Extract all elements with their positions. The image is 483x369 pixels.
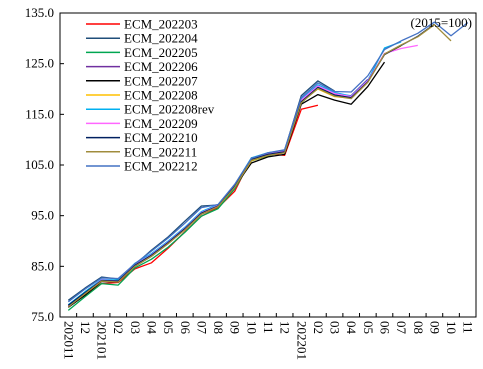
y-tick-label: 125.0 xyxy=(25,56,54,71)
legend-label: ECM_202212 xyxy=(124,159,198,174)
y-tick-label: 105.0 xyxy=(25,157,54,172)
x-tick-label: 08 xyxy=(211,321,226,334)
x-tick-label: 06 xyxy=(377,321,392,335)
legend-label: ECM_202204 xyxy=(124,31,198,46)
x-tick-label: 02 xyxy=(111,321,126,334)
legend-label: ECM_202211 xyxy=(124,144,197,159)
series-line-ecm-202208 xyxy=(67,45,402,307)
x-tick-label: 12 xyxy=(278,321,293,334)
y-axis: 75.0 85.0 95.0 105.0 115.0 125.0 135.0 xyxy=(25,5,64,324)
x-tick-label: 07 xyxy=(394,321,409,335)
x-tick-label: 03 xyxy=(328,321,343,334)
x-tick-label: 10 xyxy=(244,321,259,334)
series-line-ecm-202205 xyxy=(67,85,352,311)
series-line-ecm-202207 xyxy=(67,61,386,308)
x-axis: 202011 12 202101 02 03 04 05 06 07 08 09 10 11 12 2022… xyxy=(59,313,477,360)
base-year-annotation: (2015=100) xyxy=(411,15,473,30)
x-tick-label: 04 xyxy=(145,321,160,335)
x-tick-label: 11 xyxy=(261,321,276,334)
legend-label: ECM_202205 xyxy=(124,45,198,60)
legend-label: ECM_202208rev xyxy=(124,102,215,117)
y-tick-label: 135.0 xyxy=(25,5,54,20)
plot-frame xyxy=(59,12,477,318)
legend-label: ECM_202208 xyxy=(124,88,198,103)
x-tick-label: 08 xyxy=(411,321,426,334)
x-tick-label: 10 xyxy=(444,321,459,334)
x-tick-label: 06 xyxy=(178,321,193,335)
series-line-ecm-202206 xyxy=(67,78,369,308)
legend-label: ECM_202207 xyxy=(124,73,198,88)
x-tick-label: 09 xyxy=(427,321,442,334)
x-tick-label: 03 xyxy=(128,321,143,334)
x-tick-label: 202101 xyxy=(95,321,110,360)
x-tick-label: 12 xyxy=(78,321,93,334)
series-line-ecm-202211 xyxy=(67,24,452,308)
series-line-ecm-202212 xyxy=(67,21,469,303)
y-tick-label: 115.0 xyxy=(25,106,54,121)
legend-label: ECM_202209 xyxy=(124,116,198,131)
series-layer xyxy=(67,21,469,311)
x-tick-label: 11 xyxy=(461,321,476,334)
legend-label: ECM_202206 xyxy=(124,59,198,74)
legend-label: ECM_202203 xyxy=(124,17,198,32)
y-tick-label: 75.0 xyxy=(31,309,54,324)
x-tick-label: 202011 xyxy=(61,321,76,360)
x-tick-label: 05 xyxy=(161,321,176,334)
legend-label: ECM_202210 xyxy=(124,130,198,145)
y-tick-label: 85.0 xyxy=(31,258,54,273)
x-tick-label: 07 xyxy=(194,321,209,335)
x-tick-label: 09 xyxy=(228,321,243,334)
y-tick-label: 95.0 xyxy=(31,208,54,223)
x-tick-label: 04 xyxy=(344,321,359,335)
x-tick-label: 05 xyxy=(361,321,376,334)
legend: ECM_202203ECM_202204ECM_202205ECM_202206… xyxy=(86,17,215,174)
x-tick-label: 202201 xyxy=(294,321,309,360)
x-tick-label: 02 xyxy=(311,321,326,334)
